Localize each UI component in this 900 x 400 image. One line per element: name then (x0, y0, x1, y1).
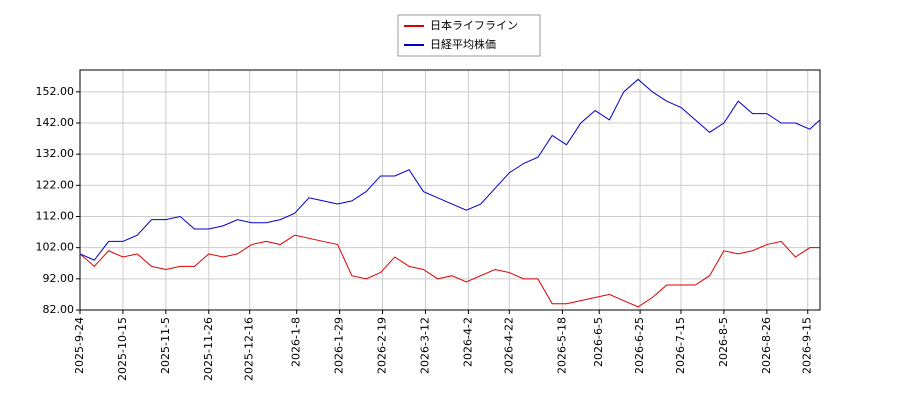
y-tick-label: 122.00 (36, 178, 75, 191)
x-tick-label: 2026-4-22 (502, 317, 515, 374)
plot-frame (79, 69, 821, 311)
legend-label: 日本ライフライン (430, 18, 518, 32)
x-tick-label: 2025-9-24 (73, 317, 86, 374)
y-tick-label: 82.00 (43, 303, 75, 316)
x-tick-label: 2026-1-8 (290, 317, 303, 367)
x-tick-label: 2025-11-26 (202, 317, 215, 381)
x-tick-label: 2026-1-29 (333, 317, 346, 374)
y-tick-label: 102.00 (36, 241, 75, 254)
legend-box (397, 14, 541, 57)
x-tick-label: 2026-6-5 (592, 317, 605, 367)
y-tick-label: 132.00 (36, 147, 75, 160)
x-tick-label: 2026-9-15 (801, 317, 814, 374)
grid (79, 70, 820, 311)
x-tick-label: 2026-3-12 (418, 317, 431, 374)
x-tick-label: 2026-6-25 (633, 317, 646, 374)
y-tick-label: 92.00 (43, 272, 75, 285)
series-line (79, 234, 820, 308)
x-tick-label: 2026-4-2 (461, 317, 474, 367)
y-tick-label: 152.00 (36, 85, 75, 98)
x-tick-label: 2025-12-16 (243, 317, 256, 381)
x-tick-label: 2026-5-18 (555, 317, 568, 374)
x-tick-label: 2026-8-5 (717, 317, 730, 367)
series-line (79, 78, 821, 261)
y-tick-label: 112.00 (36, 209, 75, 222)
y-tick-label: 142.00 (36, 116, 75, 129)
x-tick-label: 2025-10-15 (116, 317, 129, 381)
x-tick-label: 2026-7-15 (674, 317, 687, 374)
legend-label: 日経平均株価 (430, 37, 496, 51)
x-tick-label: 2026-2-19 (376, 317, 389, 374)
x-tick-label: 2025-11-5 (159, 317, 172, 374)
x-tick-label: 2026-8-26 (760, 317, 773, 374)
